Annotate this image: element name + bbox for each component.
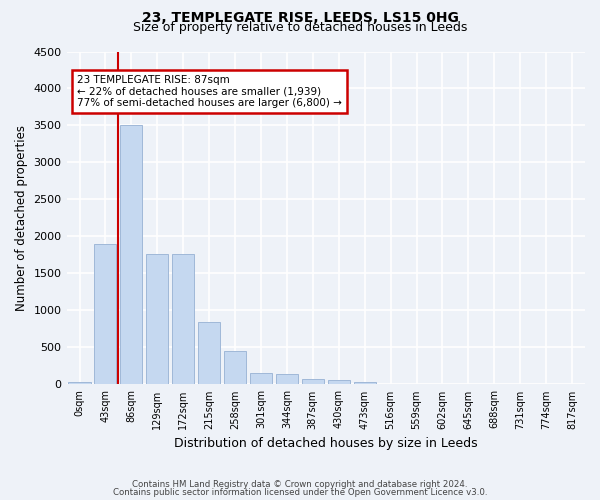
Bar [224, 351, 246, 384]
Bar [353, 382, 376, 384]
X-axis label: Distribution of detached houses by size in Leeds: Distribution of detached houses by size … [174, 437, 478, 450]
Text: Size of property relative to detached houses in Leeds: Size of property relative to detached ho… [133, 22, 467, 35]
Bar [328, 380, 350, 384]
Bar [146, 254, 168, 384]
Text: 23 TEMPLEGATE RISE: 87sqm
← 22% of detached houses are smaller (1,939)
77% of se: 23 TEMPLEGATE RISE: 87sqm ← 22% of detac… [77, 75, 342, 108]
Y-axis label: Number of detached properties: Number of detached properties [15, 125, 28, 311]
Text: 23, TEMPLEGATE RISE, LEEDS, LS15 0HG: 23, TEMPLEGATE RISE, LEEDS, LS15 0HG [142, 12, 458, 26]
Text: Contains public sector information licensed under the Open Government Licence v3: Contains public sector information licen… [113, 488, 487, 497]
Bar [68, 382, 91, 384]
Bar [302, 379, 324, 384]
Bar [250, 372, 272, 384]
Bar [198, 322, 220, 384]
Bar [94, 244, 116, 384]
Bar [172, 254, 194, 384]
Bar [276, 374, 298, 384]
Bar [121, 126, 142, 384]
Text: Contains HM Land Registry data © Crown copyright and database right 2024.: Contains HM Land Registry data © Crown c… [132, 480, 468, 489]
